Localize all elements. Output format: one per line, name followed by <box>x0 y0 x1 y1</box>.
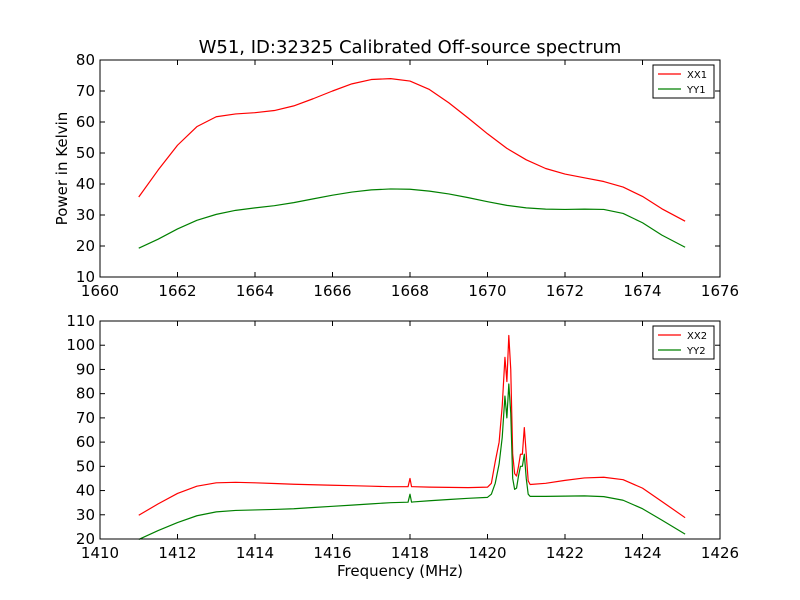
y-tick-label: 50 <box>76 144 95 162</box>
y-tick-label: 60 <box>76 433 95 451</box>
y-tick-label: 20 <box>76 237 95 255</box>
x-tick-label: 1672 <box>546 282 584 300</box>
x-tick-label: 1674 <box>623 282 661 300</box>
plots: 1660 1662 1664 1666 1668 1670 1672 1674 1676 10 20… <box>53 51 739 580</box>
series-line-yy1 <box>138 188 686 249</box>
x-tick-label: 1410 <box>81 544 119 562</box>
legend-label-xx1: XX1 <box>687 70 707 81</box>
x-tick-label: 1660 <box>81 282 119 300</box>
figure-title: W51, ID:32325 Calibrated Off-source spec… <box>199 37 622 58</box>
x-tick-label: 1420 <box>468 544 506 562</box>
y-tick-label: 40 <box>76 175 95 193</box>
y-tick-label: 30 <box>76 506 95 524</box>
y-tick-label: 60 <box>76 113 95 131</box>
x-tick-label: 1426 <box>701 544 739 562</box>
y-tick-label: 70 <box>76 82 95 100</box>
x-tick-label: 1668 <box>391 282 429 300</box>
y-tick-label: 20 <box>76 530 95 548</box>
chart-2: 1410 1412 1414 1416 1418 1420 1422 1424 1426 20 30… <box>66 312 739 580</box>
legend-label-yy1: YY1 <box>686 85 706 96</box>
x-tick-label: 1412 <box>158 544 196 562</box>
x-tick-label: 1666 <box>313 282 351 300</box>
y-axis-label: Power in Kelvin <box>53 112 71 226</box>
legend-label-xx2: XX2 <box>687 331 707 342</box>
y-tick-label: 10 <box>76 268 95 286</box>
x-tick-label: 1662 <box>158 282 196 300</box>
x-tick-label: 1422 <box>546 544 584 562</box>
x-tick-label: 1676 <box>701 282 739 300</box>
series-line-yy2 <box>138 383 686 541</box>
series-line-xx2 <box>138 334 686 519</box>
legend-box <box>652 64 715 99</box>
legend-box <box>652 325 715 360</box>
y-tick-label: 110 <box>66 312 95 330</box>
x-tick-label: 1418 <box>391 544 429 562</box>
x-tick-label: 1414 <box>236 544 274 562</box>
x-axis-label: Frequency (MHz) <box>337 562 463 580</box>
x-tick-label: 1424 <box>623 544 661 562</box>
x-tick-label: 1416 <box>313 544 351 562</box>
y-tick-label: 40 <box>76 482 95 500</box>
y-tick-label: 80 <box>76 51 95 69</box>
y-tick-label: 90 <box>76 360 95 378</box>
y-tick-label: 100 <box>66 336 95 354</box>
x-tick-label: 1664 <box>236 282 274 300</box>
chart-1: 1660 1662 1664 1666 1668 1670 1672 1674 1676 10 20… <box>53 51 739 300</box>
y-tick-label: 70 <box>76 409 95 427</box>
x-tick-label: 1670 <box>468 282 506 300</box>
y-tick-label: 80 <box>76 385 95 403</box>
legend-label-yy2: YY2 <box>686 346 706 357</box>
y-tick-label: 30 <box>76 206 95 224</box>
y-tick-label: 50 <box>76 457 95 475</box>
series-line-xx1 <box>138 77 686 222</box>
